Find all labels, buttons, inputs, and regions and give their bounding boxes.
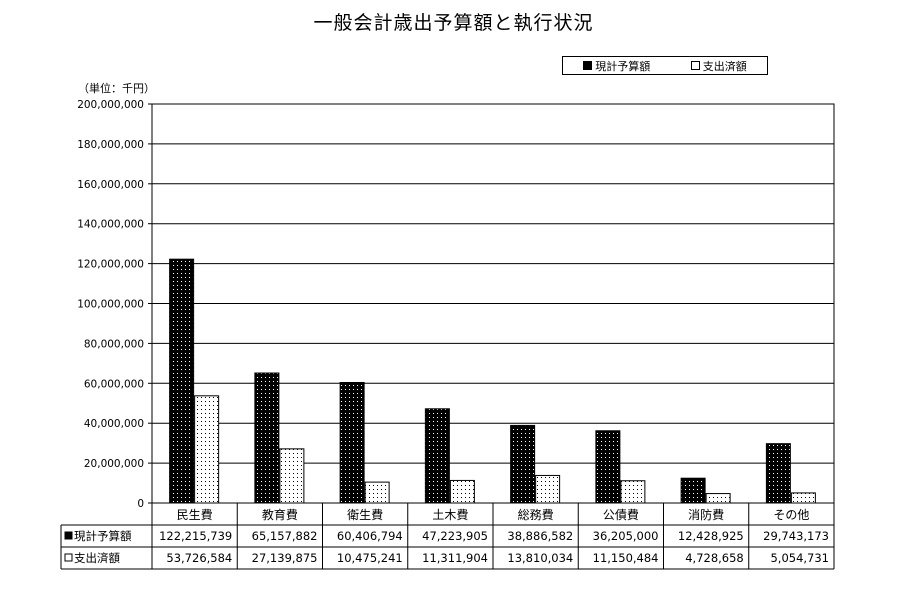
bar-budget [765, 443, 791, 504]
category-label: 民生費 [177, 507, 213, 522]
legend-key-spent [64, 553, 73, 562]
bar-spent [194, 395, 220, 504]
y-axis: 0 20,000,000 40,000,000 60,000,000 80,000,00… [77, 99, 152, 510]
table-cell: 122,215,739 [159, 529, 232, 543]
y-tick-label: 20,000,000 [84, 458, 144, 470]
table-row-header: 支出済額 [74, 551, 120, 565]
legend-item-budget: 現計予算額 [583, 58, 650, 74]
bar-budget [424, 408, 450, 504]
legend-key-budget [64, 531, 73, 540]
bar-spent [620, 480, 646, 504]
bar-budget [510, 424, 536, 504]
y-tick-label: 40,000,000 [84, 418, 144, 430]
legend-swatch-budget [583, 61, 593, 70]
category-label: その他 [773, 508, 809, 522]
table-cell: 10,475,241 [337, 551, 403, 565]
bar-spent [790, 492, 816, 504]
unit-label: （単位：千円） [78, 82, 155, 95]
bar-budget [595, 430, 621, 504]
y-tick-label: 200,000,000 [77, 99, 144, 111]
table-cell: 53,726,584 [166, 551, 232, 565]
legend: 現計予算額 支出済額 [562, 56, 768, 75]
y-tick-label: 120,000,000 [77, 259, 144, 271]
legend-label-spent: 支出済額 [702, 59, 747, 73]
y-tick-label: 140,000,000 [77, 219, 144, 231]
y-tick-label: 180,000,000 [77, 139, 144, 151]
legend-label-budget: 現計予算額 [595, 59, 651, 73]
category-label: 教育費 [262, 507, 298, 522]
table-cell: 29,743,173 [763, 529, 829, 543]
category-label: 土木費 [432, 507, 468, 522]
legend-item-spent: 支出済額 [690, 58, 747, 74]
table-cell: 12,428,925 [678, 529, 744, 543]
table-row-header: 現計予算額 [74, 529, 132, 543]
y-tick-label: 60,000,000 [84, 378, 144, 390]
category-label: 消防費 [688, 507, 724, 522]
table-cell: 11,311,904 [422, 551, 488, 565]
bar-budget [254, 372, 280, 504]
category-label: 総務費 [518, 507, 554, 522]
bar-spent [449, 479, 475, 504]
category-label: 公債費 [603, 507, 639, 522]
table-cell: 13,810,034 [507, 551, 573, 565]
table-cell: 60,406,794 [337, 529, 403, 543]
legend-swatch-spent [690, 61, 700, 70]
table-cell: 11,150,484 [593, 551, 659, 565]
bar-budget [680, 477, 706, 504]
y-tick-label: 80,000,000 [84, 338, 144, 350]
bar-spent [279, 448, 305, 504]
bar-spent [705, 493, 731, 504]
bar-spent [535, 474, 561, 504]
y-tick-label: 0 [137, 498, 144, 510]
gridlines [151, 103, 835, 504]
table-cell: 27,139,875 [252, 551, 318, 565]
table-cell: 5,054,731 [770, 551, 829, 565]
table-cell: 38,886,582 [507, 529, 573, 543]
table-cell: 65,157,882 [252, 529, 318, 543]
bar-budget [169, 258, 195, 504]
y-tick-label: 160,000,000 [77, 179, 144, 191]
category-label: 衛生費 [347, 507, 383, 522]
y-tick-label: 100,000,000 [77, 299, 144, 311]
bar-budget [339, 381, 365, 504]
table-cell: 36,205,000 [593, 529, 659, 543]
table-cell: 47,223,905 [422, 529, 488, 543]
chart-title: 一般会計歳出予算額と執行状況 [313, 12, 594, 34]
table-cell: 4,728,658 [685, 551, 744, 565]
bars [169, 258, 816, 504]
bar-spent [364, 481, 390, 504]
